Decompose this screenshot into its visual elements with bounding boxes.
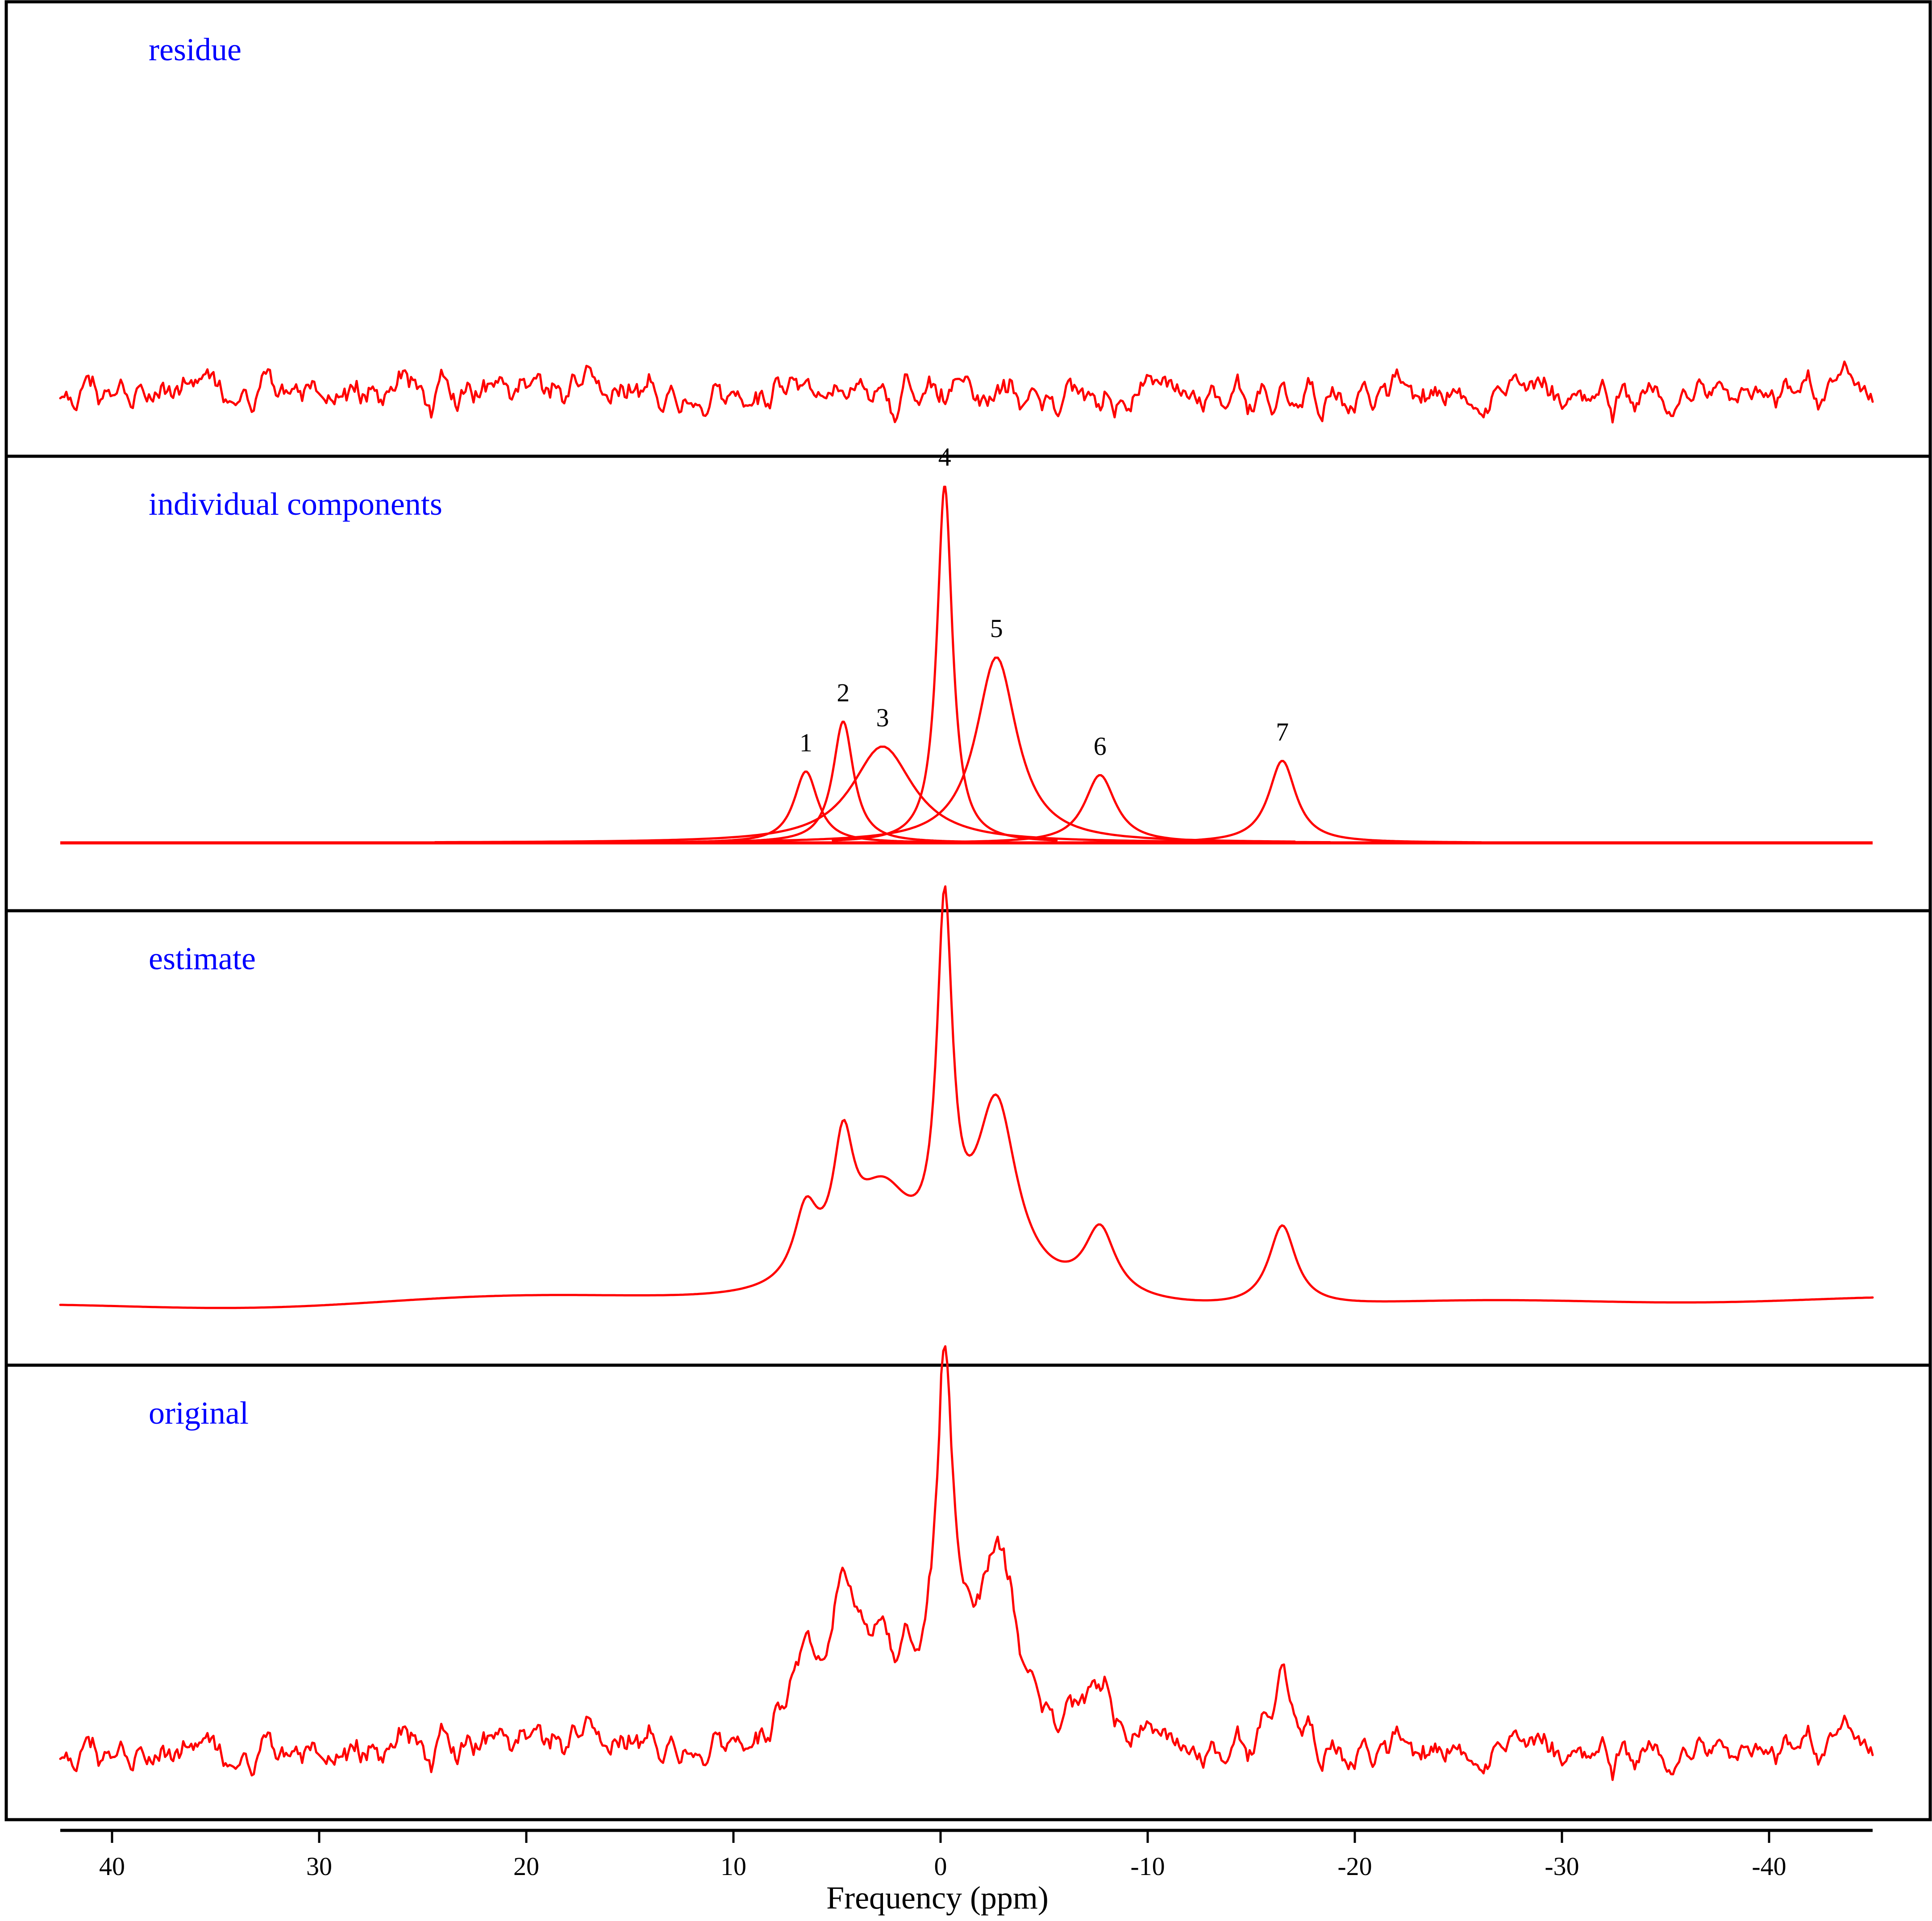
- peak-label-2: 2: [837, 678, 849, 707]
- individual-components-panel: individual components 123 4 5 6 7: [4, 442, 1932, 913]
- component-peak-6: [875, 774, 1325, 844]
- component-traces: [60, 485, 1873, 845]
- x-tick-label: -30: [1545, 1852, 1579, 1881]
- peak-label-5: 5: [990, 614, 1003, 643]
- peak-label-1: 1: [799, 728, 812, 757]
- x-axis-ticks: 40 30 20 10 0 -10 -20 -30 -40: [99, 1830, 1786, 1881]
- x-tick-label: 20: [513, 1852, 539, 1881]
- original-panel: original: [4, 1345, 1932, 1821]
- x-tick-label: 10: [720, 1852, 746, 1881]
- estimate-trace: [59, 885, 1874, 1309]
- individual-components-panel-label: individual components: [149, 486, 442, 522]
- x-tick-label: 0: [934, 1852, 947, 1881]
- original-panel-label: original: [149, 1395, 249, 1431]
- estimate-panel-label: estimate: [149, 941, 256, 976]
- original-panel-frame: [4, 1363, 1932, 1821]
- peak-label-3: 3: [876, 703, 889, 732]
- x-tick-label: -40: [1752, 1852, 1786, 1881]
- component-peak-7: [1082, 760, 1482, 844]
- x-tick-label: 40: [99, 1852, 125, 1881]
- x-tick-label: 30: [306, 1852, 332, 1881]
- x-tick-label: -10: [1130, 1852, 1165, 1881]
- x-axis: 40 30 20 10 0 -10 -20 -30 -40 Frequency (ppm): [60, 1829, 1873, 1916]
- peak-label-4: 4: [938, 442, 951, 471]
- component-peak-4: [832, 485, 1058, 842]
- x-tick-label: -20: [1337, 1852, 1372, 1881]
- peak-label-6: 6: [1094, 732, 1107, 761]
- residue-panel-label: residue: [149, 32, 242, 67]
- peak-label-7: 7: [1276, 717, 1289, 746]
- x-axis-title: Frequency (ppm): [826, 1880, 1049, 1916]
- residue-trace: [59, 360, 1874, 424]
- original-trace: [59, 1345, 1874, 1781]
- peak-labels: 123 4 5 6 7: [799, 442, 1289, 761]
